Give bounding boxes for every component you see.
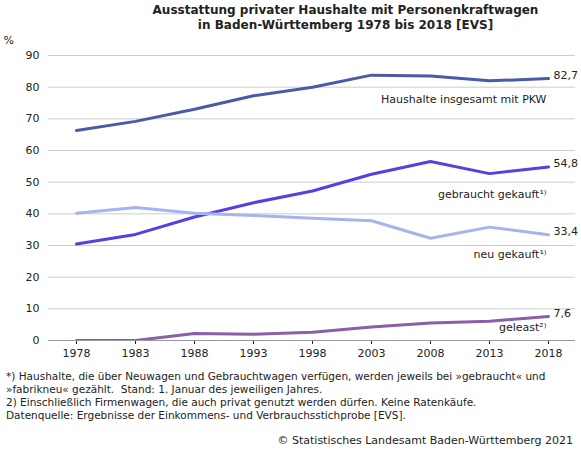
svg-text:30: 30 [26,239,40,252]
svg-text:geleast²⁾: geleast²⁾ [499,321,547,334]
html-text:© Statistisches Landesamt Bade: © Statistisches Landesamt Baden-Württemb… [277,434,573,447]
svg-text:1988: 1988 [181,347,209,360]
svg-text:1978: 1978 [63,347,91,360]
svg-text:60: 60 [26,144,40,157]
svg-text:gebraucht gekauft¹⁾: gebraucht gekauft¹⁾ [438,188,547,201]
html-text:»fabrikneu« gezählt. Stand: 1.: »fabrikneu« gezählt. Stand: 1. Januar de… [6,383,323,395]
svg-text:70: 70 [26,112,40,125]
svg-text:20: 20 [26,271,40,284]
html-text:2) Einschließlich Firmenwagen,: 2) Einschließlich Firmenwagen, die auch … [6,396,477,408]
svg-text:54,8: 54,8 [554,157,579,170]
svg-text:2003: 2003 [358,347,386,360]
svg-text:1993: 1993 [240,347,268,360]
svg-text:neu gekauft¹⁾: neu gekauft¹⁾ [474,248,547,261]
svg-text:1998: 1998 [299,347,327,360]
svg-text:%: % [4,34,14,47]
svg-text:33,4: 33,4 [554,225,579,238]
svg-text:2018: 2018 [535,347,563,360]
html-text:*) Haushalte, die über Neuwage: *) Haushalte, die über Neuwagen und Gebr… [6,370,546,382]
svg-text:40: 40 [26,207,40,220]
svg-text:10: 10 [26,302,40,315]
html-text:Ausstattung privater Haushalte: Ausstattung privater Haushalte mit Perso… [152,3,539,17]
svg-text:80: 80 [26,81,40,94]
svg-text:2008: 2008 [417,347,445,360]
svg-text:Haushalte insgesamt mit PKW: Haushalte insgesamt mit PKW [381,93,547,106]
svg-text:7,6: 7,6 [554,307,572,320]
svg-text:82,7: 82,7 [554,69,579,82]
html-text:in Baden-Württemberg 1978 bis: in Baden-Württemberg 1978 bis 2018 [EVS] [197,18,494,32]
svg-text:1983: 1983 [122,347,150,360]
html-text:Datenquelle: Ergebnisse der Ei: Datenquelle: Ergebnisse der Einkommens- … [6,409,406,421]
svg-text:0: 0 [33,334,40,347]
svg-text:50: 50 [26,176,40,189]
svg-text:90: 90 [26,49,40,62]
svg-text:2013: 2013 [476,347,504,360]
